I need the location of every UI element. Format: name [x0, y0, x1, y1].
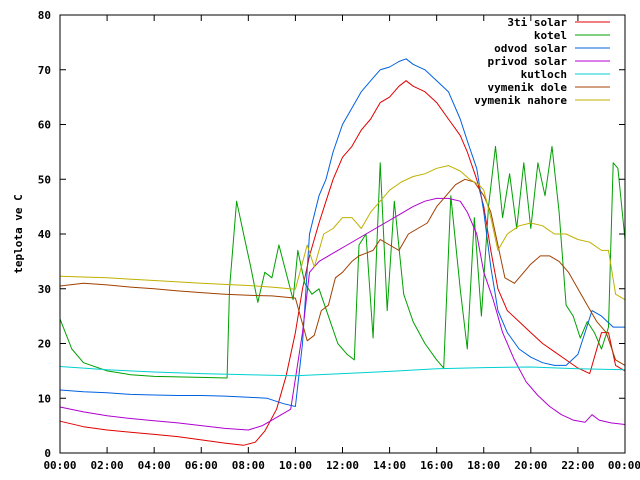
legend-label: odvod solar — [494, 42, 567, 55]
x-tick-label: 16:00 — [420, 459, 453, 472]
x-tick-label: 14:00 — [373, 459, 406, 472]
y-tick-label: 30 — [38, 283, 51, 296]
legend-label: kutloch — [521, 68, 567, 81]
x-tick-label: 06:00 — [185, 459, 218, 472]
x-tick-label: 00:00 — [43, 459, 76, 472]
series-line-vymenik-dole — [59, 178, 626, 366]
x-tick-label: 20:00 — [514, 459, 547, 472]
legend-label: privod solar — [488, 55, 568, 68]
legend-label: vymenik dole — [488, 81, 568, 94]
legend-label: 3ti solar — [507, 16, 567, 29]
x-tick-label: 22:00 — [561, 459, 594, 472]
y-tick-label: 10 — [38, 392, 51, 405]
series-line-3ti-solar — [59, 80, 626, 446]
series-line-odvod-solar — [59, 58, 625, 407]
x-tick-label: 10:00 — [279, 459, 312, 472]
series-layer — [59, 58, 626, 446]
legend-label: vymenik nahore — [474, 94, 567, 107]
y-tick-label: 40 — [38, 228, 51, 241]
y-tick-label: 50 — [38, 173, 51, 186]
x-tick-label: 08:00 — [232, 459, 265, 472]
y-tick-label: 20 — [38, 338, 51, 351]
y-tick-label: 0 — [44, 447, 51, 460]
series-line-privod-solar — [59, 197, 626, 431]
series-line-vymenik-nahore — [59, 165, 626, 301]
x-tick-label: 02:00 — [91, 459, 124, 472]
ticks-layer: 0 10 20 30 40 50 60 70 80 00:00 02:00 04:00 06:00 08:… — [38, 9, 640, 472]
series-line-kotel — [59, 145, 626, 379]
legend-label: kotel — [534, 29, 567, 42]
x-tick-label: 04:00 — [138, 459, 171, 472]
x-tick-label: 12:00 — [326, 459, 359, 472]
x-tick-label: 18:00 — [467, 459, 500, 472]
y-axis-title: teplota ve C — [12, 194, 25, 273]
y-tick-label: 60 — [38, 119, 51, 132]
series-line-kutloch — [59, 366, 626, 377]
y-tick-label: 70 — [38, 64, 51, 77]
x-tick-label: 00:00 — [608, 459, 640, 472]
y-tick-label: 80 — [38, 9, 51, 22]
